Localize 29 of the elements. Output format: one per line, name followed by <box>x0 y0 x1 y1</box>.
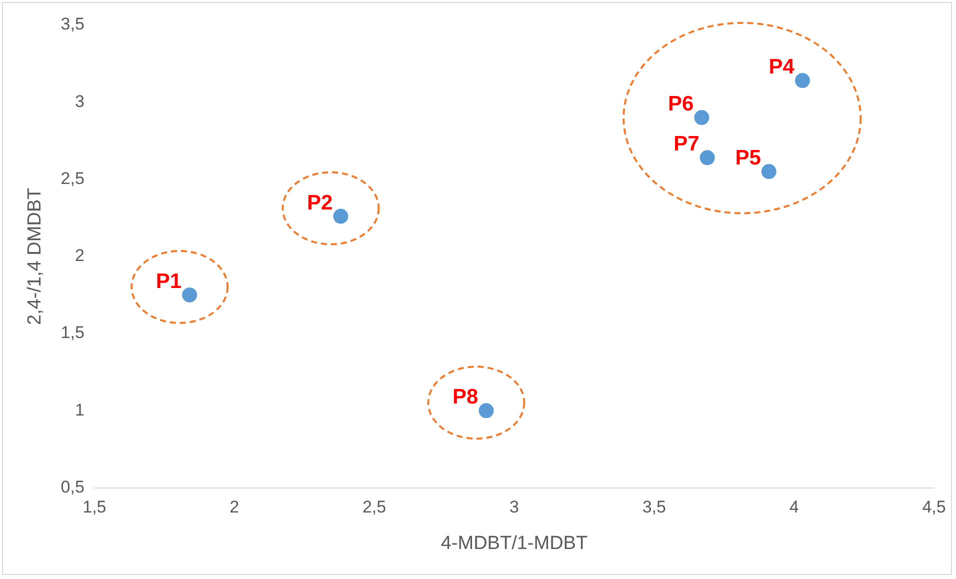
x-tick-label: 2 <box>230 498 240 517</box>
annotation: P6 <box>668 92 694 116</box>
point <box>794 73 810 88</box>
y-axis-title: 2,4-/1,4 DMDBT <box>24 187 46 326</box>
annotation: P5 <box>735 146 762 170</box>
y-tick-label: 2 <box>74 246 84 266</box>
x-tick-label: 3 <box>509 498 519 517</box>
x-tick-label: 3,5 <box>642 498 666 517</box>
x-axis-title: 4-MDBT/1-MDBT <box>440 532 588 554</box>
x-tick-label: 4,5 <box>922 498 946 517</box>
y-tick-label: 1,5 <box>60 323 84 342</box>
x-tick-label: 4 <box>789 498 799 517</box>
annotation: P4 <box>768 56 795 79</box>
y-tick-label: 3,5 <box>60 14 84 34</box>
point <box>478 403 494 418</box>
y-tick-label: 0,5 <box>60 477 84 496</box>
x-tick-label: 2,5 <box>362 498 386 517</box>
annotation: P2 <box>307 191 333 214</box>
annotation: P8 <box>452 386 479 409</box>
y-tick-label: 3 <box>74 92 84 111</box>
point <box>694 110 710 126</box>
y-tick-label: 2,5 <box>60 168 84 188</box>
annotation: P7 <box>674 132 700 156</box>
point <box>333 208 348 224</box>
point <box>761 164 776 180</box>
point <box>182 287 198 302</box>
annotation: P1 <box>156 270 182 293</box>
point <box>700 150 715 166</box>
y-tick-label: 1 <box>74 400 84 420</box>
